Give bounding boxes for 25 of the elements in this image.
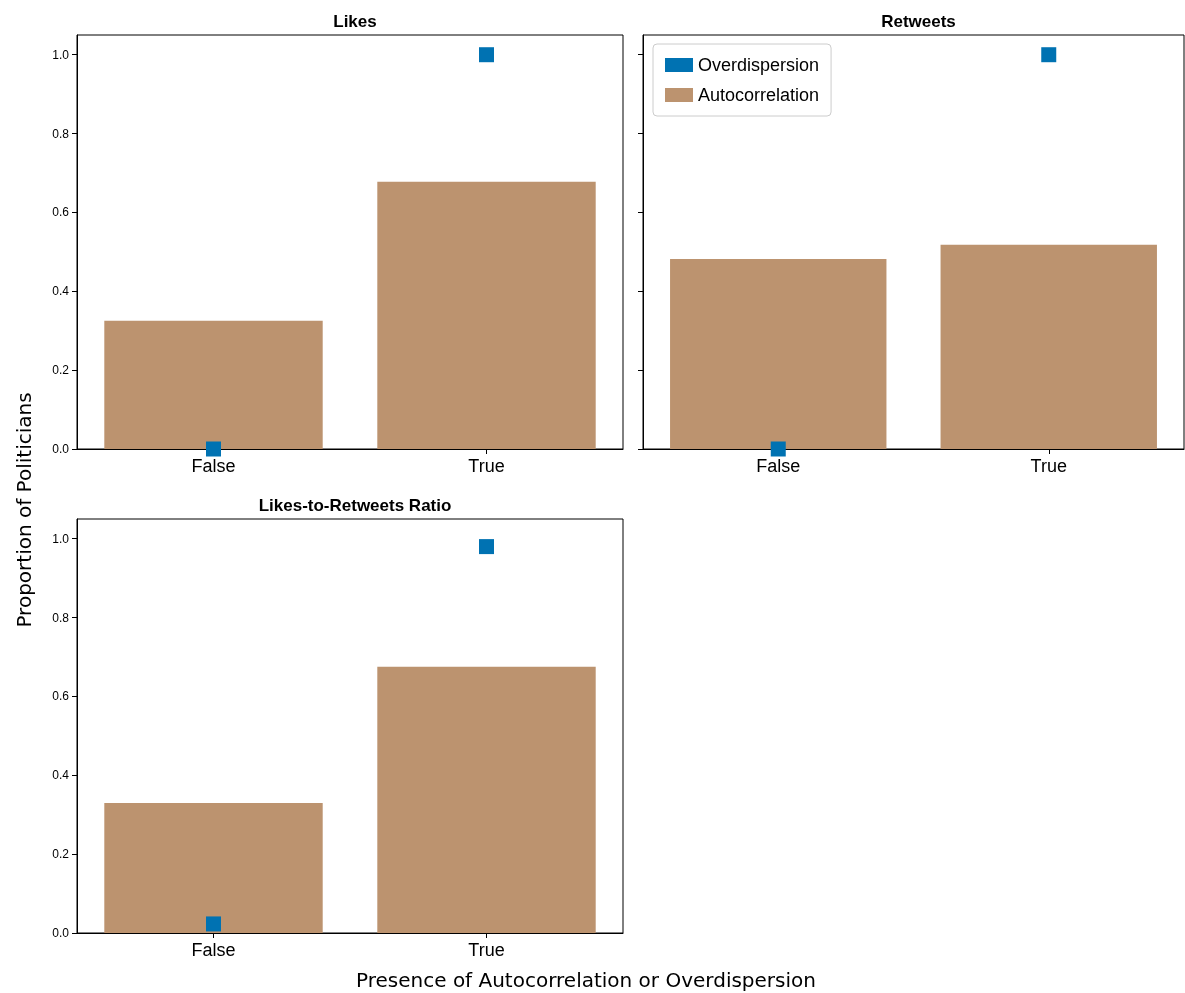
chart-title: Retweets [881, 12, 956, 31]
chart-title: Likes-to-Retweets Ratio [258, 496, 452, 515]
legend-label: Overdispersion [698, 55, 820, 75]
y-tick-label: 0.4 [52, 284, 70, 299]
y-tick-label: 0.0 [52, 926, 70, 940]
y-tick-label: 1.0 [52, 47, 70, 62]
y-tick-label: 1.0 [52, 531, 70, 546]
y-tick-label: 0.2 [52, 363, 70, 378]
y-tick-label: 0.6 [52, 205, 70, 220]
y-tick-label: 0.0 [52, 442, 70, 456]
x-tick-label: False [191, 940, 236, 960]
legend-label: Autocorrelation [698, 85, 820, 105]
x-tick-label: True [468, 456, 505, 476]
x-tick-label: True [468, 940, 505, 960]
y-tick-label: 0.6 [52, 689, 70, 704]
y-tick-label: 0.4 [52, 768, 70, 783]
x-tick-label: False [756, 456, 801, 476]
y-tick-label: 0.8 [52, 126, 70, 141]
y-tick-label: 0.8 [52, 610, 70, 625]
x-tick-label: True [1030, 456, 1067, 476]
y-tick-label: 0.2 [52, 847, 70, 862]
y-axis-title: Proportion of Politicians [12, 392, 36, 628]
chart-title: Likes [333, 12, 377, 31]
x-axis-title: Presence of Autocorrelation or Overdispersion [356, 968, 816, 992]
x-tick-label: False [191, 456, 236, 476]
